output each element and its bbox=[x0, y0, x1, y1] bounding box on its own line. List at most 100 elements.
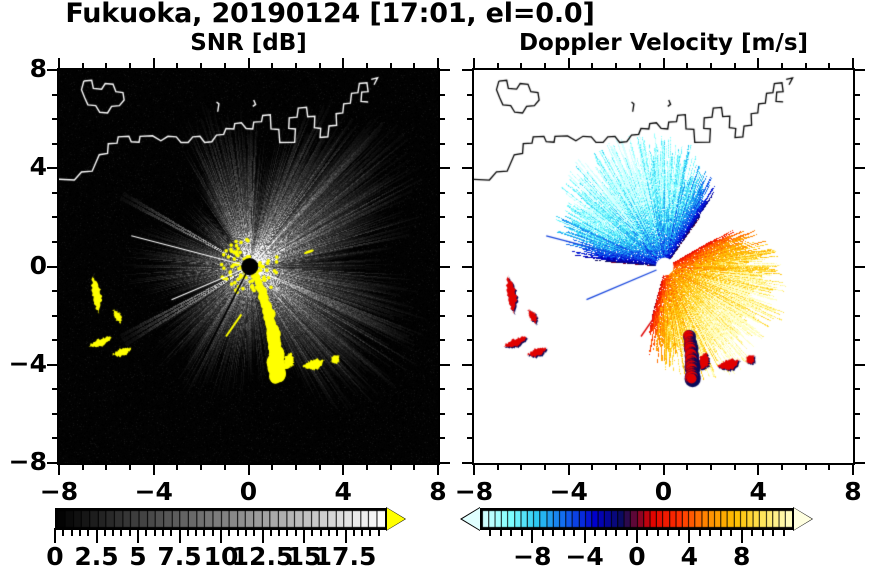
minor-colorbar-tick bbox=[751, 528, 754, 536]
colorbar-tick-label-snr-colorbar-3: 7.5 bbox=[157, 542, 202, 571]
major-xtick-top-0 bbox=[153, 58, 155, 69]
minor-colorbar-tick bbox=[499, 528, 502, 536]
major-xtick-top-1 bbox=[473, 58, 475, 69]
minor-xtick-bottom-0 bbox=[82, 464, 84, 470]
major-ytick-right-0 bbox=[439, 462, 450, 464]
snr-colorbar-canvas bbox=[57, 510, 385, 528]
minor-ytick-left-1 bbox=[467, 118, 473, 120]
major-colorbar-tick bbox=[261, 528, 264, 543]
snr-plot-area[interactable] bbox=[57, 68, 440, 465]
minor-xtick-top-1 bbox=[544, 63, 546, 69]
snr-colorbar[interactable]: 0 2.5 5 7.5 10 12.5 15 17.5 bbox=[46, 507, 406, 571]
minor-ytick-left-1 bbox=[467, 143, 473, 145]
minor-colorbar-tick bbox=[369, 528, 372, 536]
minor-colorbar-tick bbox=[541, 528, 544, 536]
minor-ytick-right-0 bbox=[439, 216, 445, 218]
minor-colorbar-tick bbox=[195, 528, 198, 536]
minor-xtick-top-0 bbox=[295, 63, 297, 69]
xtick-label-doppler-4: 8 bbox=[844, 477, 862, 506]
figure-title: Fukuoka, 20190124 [17:01, el=0.0] bbox=[65, 0, 595, 29]
minor-colorbar-tick bbox=[336, 528, 339, 536]
minor-colorbar-tick bbox=[145, 528, 148, 536]
major-ytick-left-1 bbox=[462, 462, 473, 464]
minor-xtick-top-0 bbox=[105, 63, 107, 69]
minor-xtick-bottom-1 bbox=[520, 464, 522, 470]
minor-ytick-right-0 bbox=[439, 388, 445, 390]
minor-xtick-top-1 bbox=[639, 63, 641, 69]
major-xtick-top-0 bbox=[248, 58, 250, 69]
minor-colorbar-tick bbox=[761, 528, 764, 536]
major-colorbar-tick bbox=[636, 528, 638, 543]
minor-ytick-left-0 bbox=[52, 216, 58, 218]
minor-colorbar-tick bbox=[128, 528, 131, 536]
minor-colorbar-tick bbox=[87, 528, 90, 536]
minor-ytick-left-1 bbox=[467, 315, 473, 317]
minor-colorbar-tick bbox=[236, 528, 239, 536]
major-colorbar-tick bbox=[303, 528, 305, 543]
minor-colorbar-tick bbox=[286, 528, 289, 536]
major-ytick-left-0 bbox=[47, 167, 58, 169]
minor-ytick-right-1 bbox=[854, 290, 860, 292]
major-xtick-top-0 bbox=[437, 58, 439, 69]
major-xtick-top-1 bbox=[663, 58, 665, 69]
minor-ytick-right-0 bbox=[439, 290, 445, 292]
doppler-plot-area[interactable] bbox=[472, 68, 855, 465]
major-ytick-right-1 bbox=[854, 462, 865, 464]
minor-colorbar-tick bbox=[161, 528, 164, 536]
minor-ytick-left-0 bbox=[52, 143, 58, 145]
minor-colorbar-tick bbox=[782, 528, 785, 536]
major-xtick-top-0 bbox=[58, 58, 60, 69]
minor-xtick-bottom-1 bbox=[544, 464, 546, 470]
colorbar-tick-label-snr-colorbar-6: 15 bbox=[286, 542, 322, 571]
minor-ytick-right-0 bbox=[439, 143, 445, 145]
minor-colorbar-tick bbox=[573, 528, 576, 536]
minor-colorbar-tick bbox=[327, 528, 330, 536]
minor-colorbar-tick bbox=[520, 528, 523, 536]
major-colorbar-tick bbox=[220, 528, 222, 543]
major-ytick-right-1 bbox=[854, 69, 865, 71]
minor-colorbar-tick bbox=[677, 528, 680, 536]
doppler-colorbar-gradient bbox=[480, 508, 794, 530]
minor-ytick-right-1 bbox=[854, 216, 860, 218]
major-colorbar-tick bbox=[137, 528, 139, 543]
minor-xtick-top-0 bbox=[200, 63, 202, 69]
minor-ytick-right-1 bbox=[854, 413, 860, 415]
minor-colorbar-tick bbox=[153, 528, 156, 536]
minor-colorbar-tick bbox=[625, 528, 628, 536]
major-colorbar-tick bbox=[178, 528, 181, 543]
colorbar-tick-label-doppler-colorbar-1: −4 bbox=[565, 542, 604, 571]
major-xtick-bottom-1 bbox=[473, 464, 475, 475]
doppler-colorbar[interactable]: −8 −4 0 4 8 bbox=[460, 507, 813, 571]
minor-ytick-left-0 bbox=[52, 339, 58, 341]
minor-xtick-bottom-1 bbox=[710, 464, 712, 470]
minor-xtick-bottom-1 bbox=[828, 464, 830, 470]
ytick-label-snr-0: 8 bbox=[29, 54, 47, 83]
minor-ytick-left-0 bbox=[52, 118, 58, 120]
minor-xtick-top-1 bbox=[828, 63, 830, 69]
minor-colorbar-tick bbox=[211, 528, 214, 536]
minor-xtick-top-1 bbox=[520, 63, 522, 69]
minor-xtick-bottom-1 bbox=[805, 464, 807, 470]
colorbar-tick-label-snr-colorbar-2: 5 bbox=[129, 542, 147, 571]
major-xtick-bottom-0 bbox=[58, 464, 60, 475]
major-xtick-bottom-1 bbox=[568, 464, 570, 475]
colorbar-under-arrow bbox=[462, 508, 480, 530]
minor-xtick-bottom-0 bbox=[271, 464, 273, 470]
colorbar-tick-label-doppler-colorbar-4: 8 bbox=[732, 542, 751, 571]
minor-xtick-bottom-1 bbox=[497, 464, 499, 470]
colorbar-tick-label-doppler-colorbar-3: 4 bbox=[680, 542, 699, 571]
minor-colorbar-tick bbox=[510, 528, 513, 536]
minor-xtick-top-0 bbox=[390, 63, 392, 69]
minor-xtick-top-1 bbox=[734, 63, 736, 69]
minor-ytick-left-1 bbox=[467, 388, 473, 390]
minor-colorbar-tick bbox=[311, 528, 314, 536]
minor-xtick-bottom-0 bbox=[295, 464, 297, 470]
xtick-label-doppler-0: −8 bbox=[454, 477, 494, 506]
minor-ytick-right-0 bbox=[439, 192, 445, 194]
minor-colorbar-tick bbox=[253, 528, 256, 536]
minor-ytick-right-0 bbox=[439, 94, 445, 96]
minor-colorbar-tick bbox=[120, 528, 123, 536]
minor-colorbar-tick bbox=[709, 528, 712, 536]
xtick-label-snr-4: 8 bbox=[429, 477, 447, 506]
